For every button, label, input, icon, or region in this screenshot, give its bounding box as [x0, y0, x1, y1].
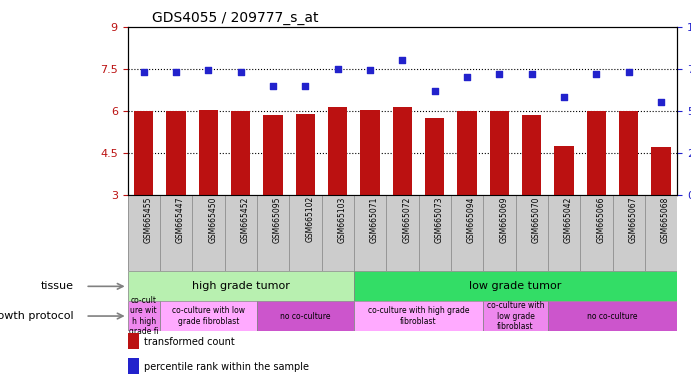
Text: GSM665095: GSM665095 [273, 196, 282, 243]
Bar [134, 111, 153, 195]
Text: low grade tumor: low grade tumor [469, 281, 562, 291]
Bar [128, 333, 139, 349]
Bar [128, 358, 139, 374]
Text: GSM665071: GSM665071 [370, 196, 379, 243]
Bar [522, 115, 541, 195]
Point [300, 83, 311, 89]
Bar [392, 108, 412, 195]
Bar [354, 301, 483, 331]
Bar [128, 271, 354, 301]
Bar [199, 110, 218, 195]
Text: tissue: tissue [40, 281, 73, 291]
Point [332, 66, 343, 72]
Bar [354, 271, 677, 301]
Text: GSM665042: GSM665042 [564, 196, 573, 243]
Bar [257, 301, 354, 331]
Text: GSM665068: GSM665068 [661, 196, 670, 243]
Text: GSM665450: GSM665450 [209, 196, 218, 243]
Bar [619, 111, 638, 195]
Bar [128, 301, 160, 331]
Point [494, 71, 505, 77]
Text: high grade tumor: high grade tumor [192, 281, 290, 291]
Text: GSM665455: GSM665455 [144, 196, 153, 243]
Point [526, 71, 537, 77]
Text: GSM665102: GSM665102 [305, 196, 314, 242]
Text: co-culture with
low grade
fibroblast: co-culture with low grade fibroblast [486, 301, 545, 331]
Text: no co-culture: no co-culture [587, 311, 638, 321]
Bar [483, 301, 548, 331]
Text: GSM665067: GSM665067 [629, 196, 638, 243]
Text: GSM665069: GSM665069 [500, 196, 509, 243]
Bar [490, 111, 509, 195]
Bar [160, 301, 257, 331]
Bar [296, 114, 315, 195]
Bar [425, 118, 444, 195]
Bar [231, 111, 250, 195]
Point [656, 99, 667, 106]
Text: growth protocol: growth protocol [0, 311, 73, 321]
Bar [457, 111, 477, 195]
Text: co-cult
ure wit
h high
grade fi: co-cult ure wit h high grade fi [129, 296, 159, 336]
Text: GSM665103: GSM665103 [338, 196, 347, 243]
Text: percentile rank within the sample: percentile rank within the sample [144, 362, 309, 372]
Point [235, 69, 246, 75]
Point [623, 69, 634, 75]
Point [397, 57, 408, 63]
Point [267, 83, 278, 89]
Text: transformed count: transformed count [144, 337, 235, 347]
Text: co-culture with low
grade fibroblast: co-culture with low grade fibroblast [172, 306, 245, 326]
Text: GSM665447: GSM665447 [176, 196, 185, 243]
Point [429, 88, 440, 94]
Bar [548, 301, 677, 331]
Text: GSM665072: GSM665072 [402, 196, 411, 243]
Text: GDS4055 / 209777_s_at: GDS4055 / 209777_s_at [152, 11, 319, 25]
Point [591, 71, 602, 77]
Point [365, 68, 376, 74]
Text: GSM665066: GSM665066 [596, 196, 605, 243]
Bar [587, 111, 606, 195]
Point [558, 94, 569, 100]
Point [203, 68, 214, 74]
Point [138, 69, 149, 75]
Point [462, 74, 473, 80]
Bar [263, 115, 283, 195]
Bar [652, 147, 671, 195]
Bar [167, 111, 186, 195]
Text: no co-culture: no co-culture [280, 311, 330, 321]
Bar [328, 108, 348, 195]
Text: GSM665094: GSM665094 [467, 196, 476, 243]
Text: GSM665073: GSM665073 [435, 196, 444, 243]
Text: GSM665070: GSM665070 [531, 196, 540, 243]
Bar [360, 111, 380, 195]
Point [171, 69, 182, 75]
Text: co-culture with high grade
fibroblast: co-culture with high grade fibroblast [368, 306, 469, 326]
Text: GSM665452: GSM665452 [240, 196, 249, 243]
Bar [554, 146, 574, 195]
